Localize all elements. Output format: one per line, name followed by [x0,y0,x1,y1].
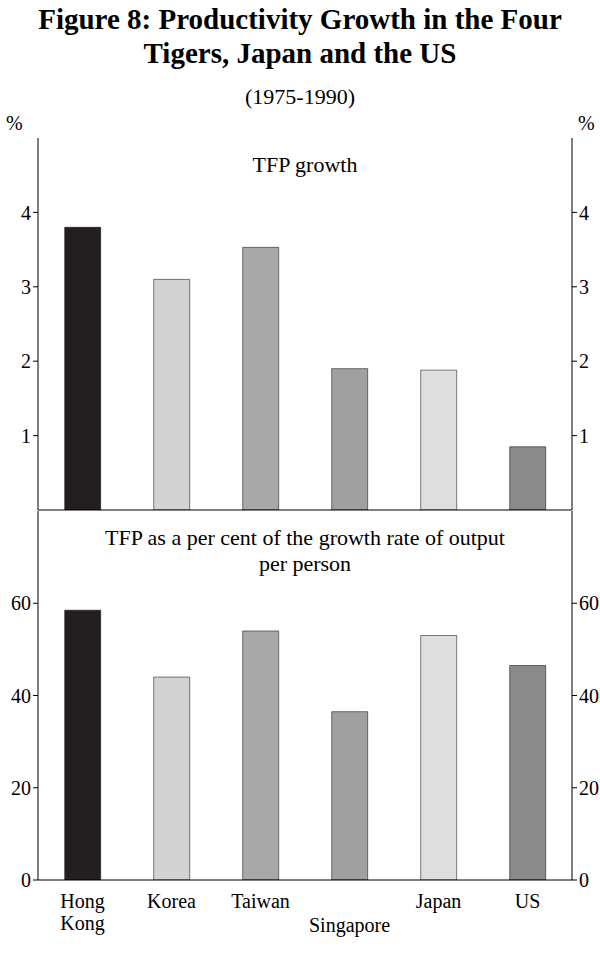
svg-text:2: 2 [579,350,589,372]
svg-text:0: 0 [579,869,589,891]
svg-text:4: 4 [21,202,31,224]
svg-text:2: 2 [21,350,31,372]
svg-text:0: 0 [21,869,31,891]
svg-text:40: 40 [11,685,31,707]
svg-text:US: US [515,890,541,912]
html-text:TFP as a per cent of the growt: TFP as a per cent of the growth rate of … [105,525,505,576]
svg-text:3: 3 [579,276,589,298]
svg-text:40: 40 [579,685,592,707]
html-text:(1975-1990): (1975-1990) [245,84,355,109]
svg-text:Japan: Japan [416,890,462,913]
svg-text:Taiwan: Taiwan [231,890,290,912]
svg-text:20: 20 [11,777,31,799]
html-text:Figure 8: Productivity Growth: Figure 8: Productivity Growth in the Fou… [38,3,562,69]
svg-text:Korea: Korea [147,890,196,912]
svg-text:20: 20 [579,777,592,799]
svg-text:4: 4 [579,202,589,224]
svg-text:60: 60 [579,592,592,614]
html-text:TFP growth: TFP growth [252,152,358,177]
svg-text:3: 3 [21,276,31,298]
svg-text:Singapore: Singapore [309,914,390,937]
svg-text:1: 1 [21,425,31,447]
svg-text:HongKong: HongKong [60,890,104,935]
svg-text:60: 60 [11,592,31,614]
svg-text:1: 1 [579,425,589,447]
